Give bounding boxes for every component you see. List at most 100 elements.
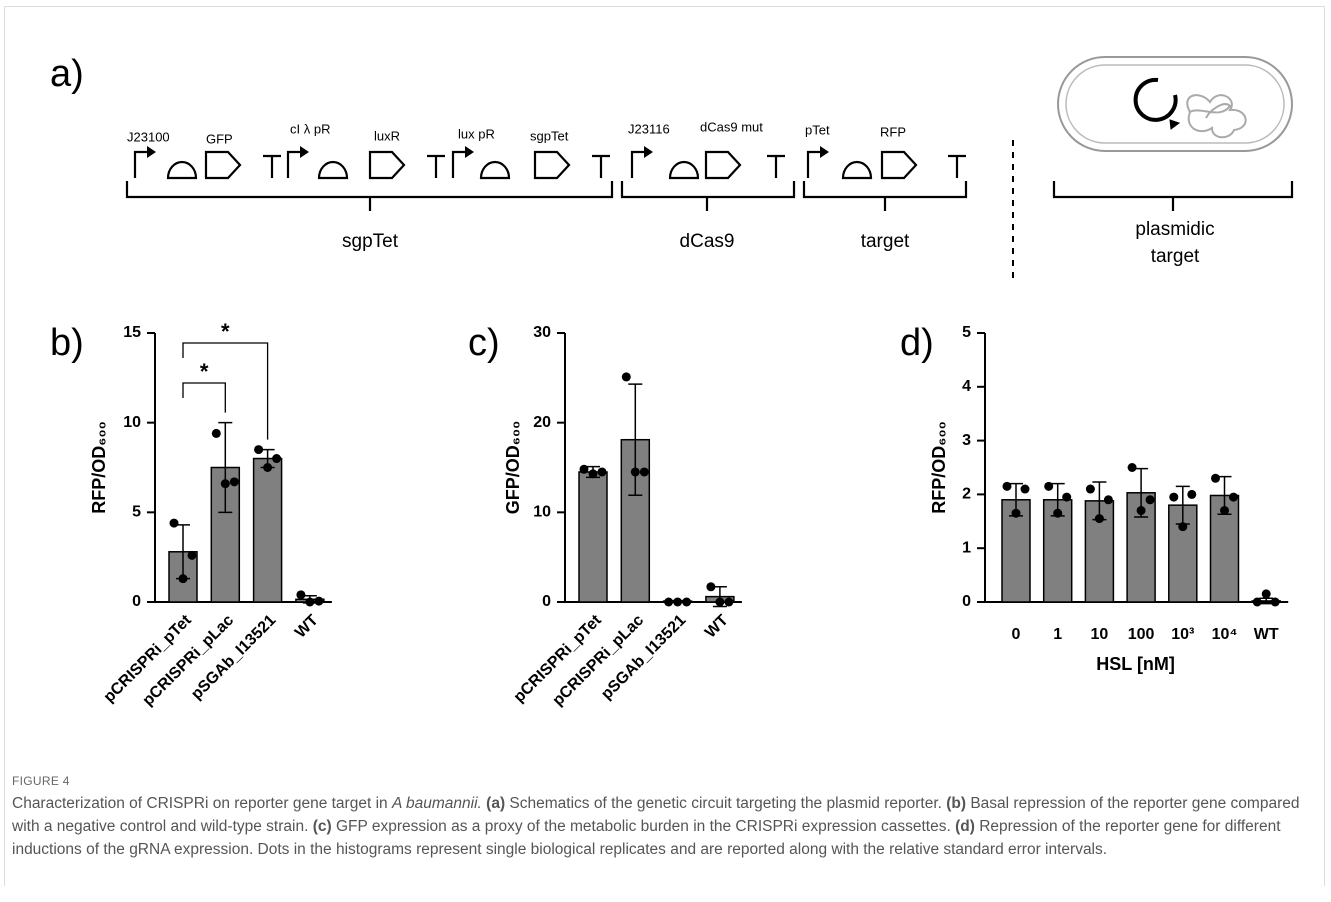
replicate-dot xyxy=(1137,506,1146,515)
promoter xyxy=(135,152,149,178)
part-label: pTet xyxy=(805,122,830,137)
replicate-dot xyxy=(1253,598,1262,607)
part-label: cI λ pR xyxy=(290,121,330,136)
panel-label: c) xyxy=(468,322,500,364)
caption: Characterization of CRISPRi on reporter … xyxy=(12,792,1317,861)
replicate-dot xyxy=(640,467,649,476)
y-tick-label: 5 xyxy=(962,324,971,341)
cds xyxy=(370,152,404,178)
rbs xyxy=(168,162,196,178)
replicate-dot xyxy=(1262,589,1271,598)
terminator xyxy=(767,156,785,178)
rbs xyxy=(319,162,347,178)
y-axis-label: GFP/OD₆₀₀ xyxy=(503,421,523,514)
panel-label: a) xyxy=(50,53,84,95)
x-tick-label: WT xyxy=(702,612,732,642)
y-tick-label: 2 xyxy=(962,486,971,503)
promoter-head xyxy=(300,146,309,158)
promoter-head xyxy=(147,146,156,158)
replicate-dot xyxy=(1053,509,1062,518)
caption-text: A baumannii. xyxy=(392,795,486,812)
promoter-head xyxy=(820,146,829,158)
replicate-dot xyxy=(598,467,607,476)
replicate-dot xyxy=(724,598,733,607)
replicate-dot xyxy=(673,598,682,607)
replicate-dot xyxy=(314,597,323,606)
y-tick-label: 20 xyxy=(533,414,551,431)
terminator xyxy=(427,156,445,178)
y-tick-label: 0 xyxy=(132,593,141,610)
bracket xyxy=(127,181,612,211)
caption-text: GFP expression as a proxy of the metabol… xyxy=(332,818,955,835)
replicate-dot xyxy=(1086,485,1095,494)
y-tick-label: 15 xyxy=(123,324,141,341)
module-label: target xyxy=(861,231,910,252)
replicate-dot xyxy=(1128,463,1137,472)
replicate-dot xyxy=(682,598,691,607)
y-tick-label: 0 xyxy=(962,593,971,610)
replicate-dot xyxy=(254,445,263,454)
x-tick-label: WT xyxy=(292,612,322,642)
part-label: lux pR xyxy=(458,126,495,141)
part-label: luxR xyxy=(374,128,400,143)
replicate-dot xyxy=(272,454,281,463)
bracket xyxy=(804,181,966,211)
y-axis-label: RFP/OD₆₀₀ xyxy=(89,421,109,513)
replicate-dot xyxy=(1187,490,1196,499)
replicate-dot xyxy=(170,519,179,528)
x-tick-label: 10⁴ xyxy=(1212,626,1238,643)
y-tick-label: 1 xyxy=(962,539,971,556)
significance-label: * xyxy=(200,359,209,384)
page: { "panel_a": { "label": "a)", "parts": [… xyxy=(0,0,1331,902)
replicate-dot xyxy=(188,551,197,560)
replicate-dot xyxy=(1178,522,1187,531)
cell xyxy=(1058,57,1292,151)
promoter-head xyxy=(644,146,653,158)
replicate-dot xyxy=(1044,482,1053,491)
replicate-dot xyxy=(664,598,673,607)
replicate-dot xyxy=(1211,474,1220,483)
y-tick-label: 5 xyxy=(132,504,141,521)
x-tick-label: 100 xyxy=(1128,626,1155,643)
promoter xyxy=(453,152,467,178)
terminator xyxy=(592,156,610,178)
y-tick-label: 0 xyxy=(542,593,551,610)
part-label: RFP xyxy=(880,124,906,139)
replicate-dot xyxy=(1271,598,1280,607)
replicate-dot xyxy=(1229,493,1238,502)
module-label: dCas9 xyxy=(680,231,735,252)
x-axis-label: HSL [nM] xyxy=(1096,654,1175,674)
x-tick-label: 10³ xyxy=(1171,626,1194,643)
x-tick-label: WT xyxy=(1254,626,1279,643)
y-axis-label: RFP/OD₆₀₀ xyxy=(929,421,949,513)
replicate-dot xyxy=(305,598,314,607)
replicate-dot xyxy=(715,598,724,607)
rbs xyxy=(843,162,871,178)
caption-text: (a) xyxy=(486,795,505,812)
replicate-dot xyxy=(580,465,589,474)
cds xyxy=(706,152,740,178)
bracket xyxy=(622,181,794,211)
replicate-dot xyxy=(631,467,640,476)
replicate-dot xyxy=(1062,493,1071,502)
y-tick-label: 4 xyxy=(962,378,971,395)
promoter xyxy=(632,152,646,178)
promoter-head xyxy=(465,146,474,158)
rbs xyxy=(670,162,698,178)
bar xyxy=(254,459,282,602)
replicate-dot xyxy=(296,590,305,599)
replicate-dot xyxy=(1095,514,1104,523)
caption-text: (b) xyxy=(946,795,966,812)
replicate-dot xyxy=(221,479,230,488)
significance-bracket xyxy=(183,383,225,413)
cds xyxy=(535,152,569,178)
replicate-dot xyxy=(1169,493,1178,502)
part-label: J23116 xyxy=(628,121,670,136)
module-label: plasmidic xyxy=(1135,219,1214,240)
replicate-dot xyxy=(1021,485,1030,494)
y-tick-label: 10 xyxy=(123,414,141,431)
replicate-dot xyxy=(622,372,631,381)
rbs xyxy=(481,162,509,178)
bar xyxy=(579,472,607,602)
